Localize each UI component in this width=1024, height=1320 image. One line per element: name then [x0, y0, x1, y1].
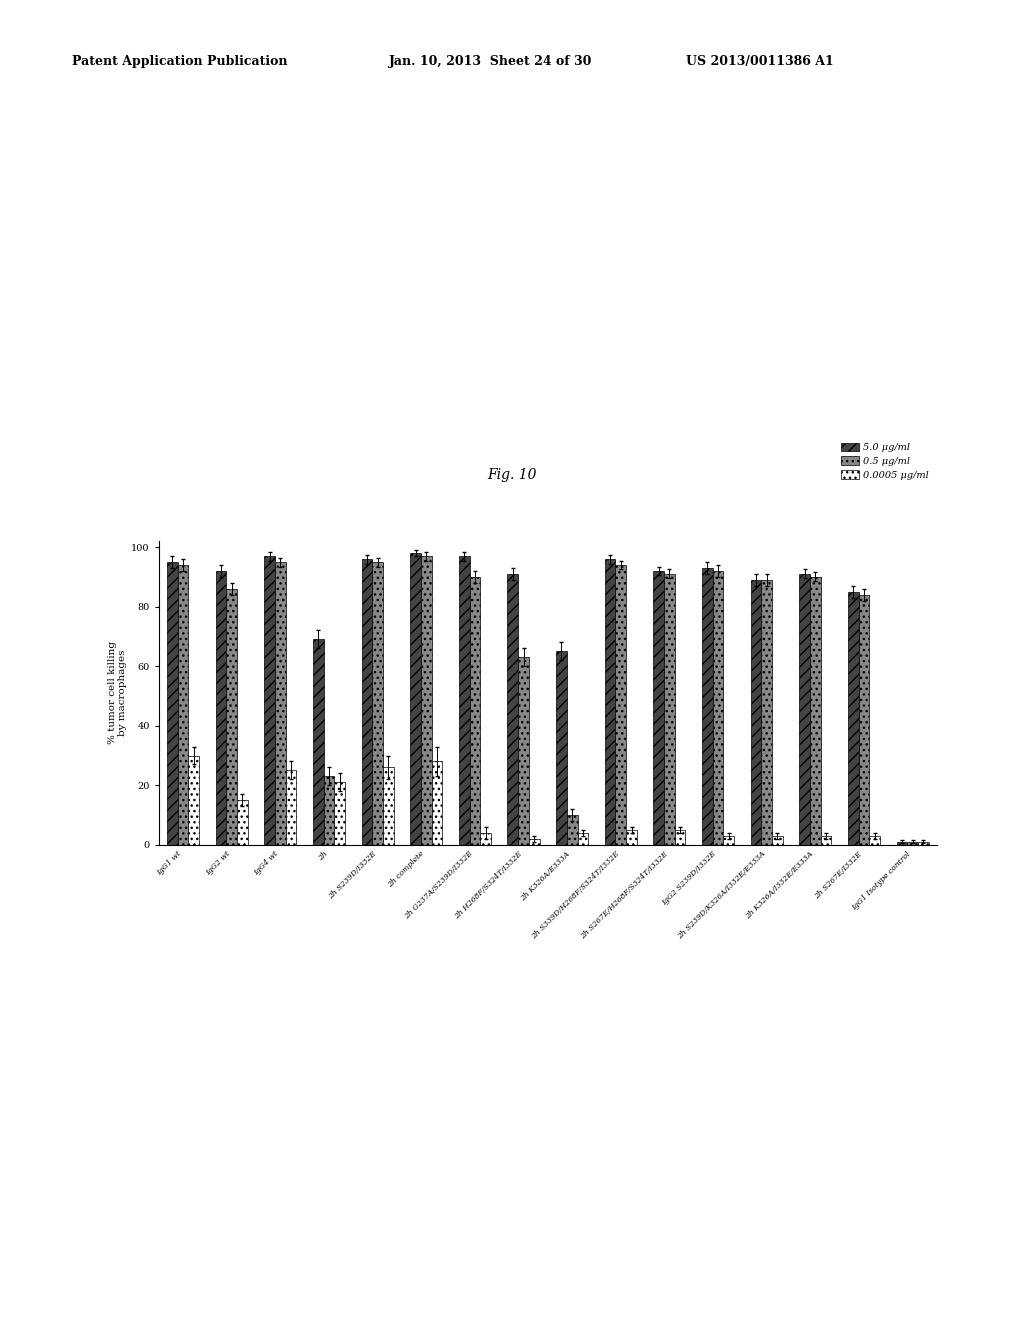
Bar — [216, 572, 226, 845]
Bar — [178, 565, 188, 845]
Bar — [431, 762, 442, 845]
Text: US 2013/0011386 A1: US 2013/0011386 A1 — [686, 55, 834, 69]
Bar — [237, 800, 248, 845]
Bar — [167, 562, 178, 845]
Bar — [762, 579, 772, 845]
Bar — [713, 572, 723, 845]
Bar — [653, 572, 665, 845]
Bar — [907, 842, 918, 845]
Bar — [578, 833, 588, 845]
Bar — [528, 838, 540, 845]
Bar — [411, 553, 421, 845]
Bar — [869, 836, 880, 845]
Bar — [373, 562, 383, 845]
Bar — [421, 556, 431, 845]
Bar — [324, 776, 334, 845]
Bar — [702, 568, 713, 845]
Bar — [188, 755, 199, 845]
Bar — [918, 842, 929, 845]
Bar — [723, 836, 734, 845]
Bar — [361, 560, 373, 845]
Y-axis label: % tumor cell killing
by macrophages: % tumor cell killing by macrophages — [108, 642, 127, 744]
Bar — [751, 579, 762, 845]
Bar — [286, 771, 296, 845]
Bar — [675, 830, 685, 845]
Text: Jan. 10, 2013  Sheet 24 of 30: Jan. 10, 2013 Sheet 24 of 30 — [389, 55, 593, 69]
Bar — [567, 814, 578, 845]
Bar — [556, 651, 567, 845]
Bar — [470, 577, 480, 845]
Bar — [605, 560, 615, 845]
Bar — [226, 589, 237, 845]
Bar — [820, 836, 831, 845]
Bar — [518, 657, 528, 845]
Bar — [275, 562, 286, 845]
Bar — [334, 783, 345, 845]
Bar — [480, 833, 490, 845]
Legend: 5.0 μg/ml, 0.5 μg/ml, 0.0005 μg/ml: 5.0 μg/ml, 0.5 μg/ml, 0.0005 μg/ml — [839, 440, 932, 482]
Bar — [772, 836, 782, 845]
Bar — [626, 830, 637, 845]
Bar — [859, 595, 869, 845]
Bar — [800, 574, 810, 845]
Bar — [665, 574, 675, 845]
Bar — [264, 556, 275, 845]
Bar — [383, 767, 393, 845]
Bar — [459, 556, 470, 845]
Bar — [810, 577, 820, 845]
Bar — [615, 565, 626, 845]
Bar — [508, 574, 518, 845]
Bar — [313, 639, 324, 845]
Bar — [897, 842, 907, 845]
Bar — [848, 591, 859, 845]
Text: Patent Application Publication: Patent Application Publication — [72, 55, 287, 69]
Text: Fig. 10: Fig. 10 — [487, 467, 537, 482]
